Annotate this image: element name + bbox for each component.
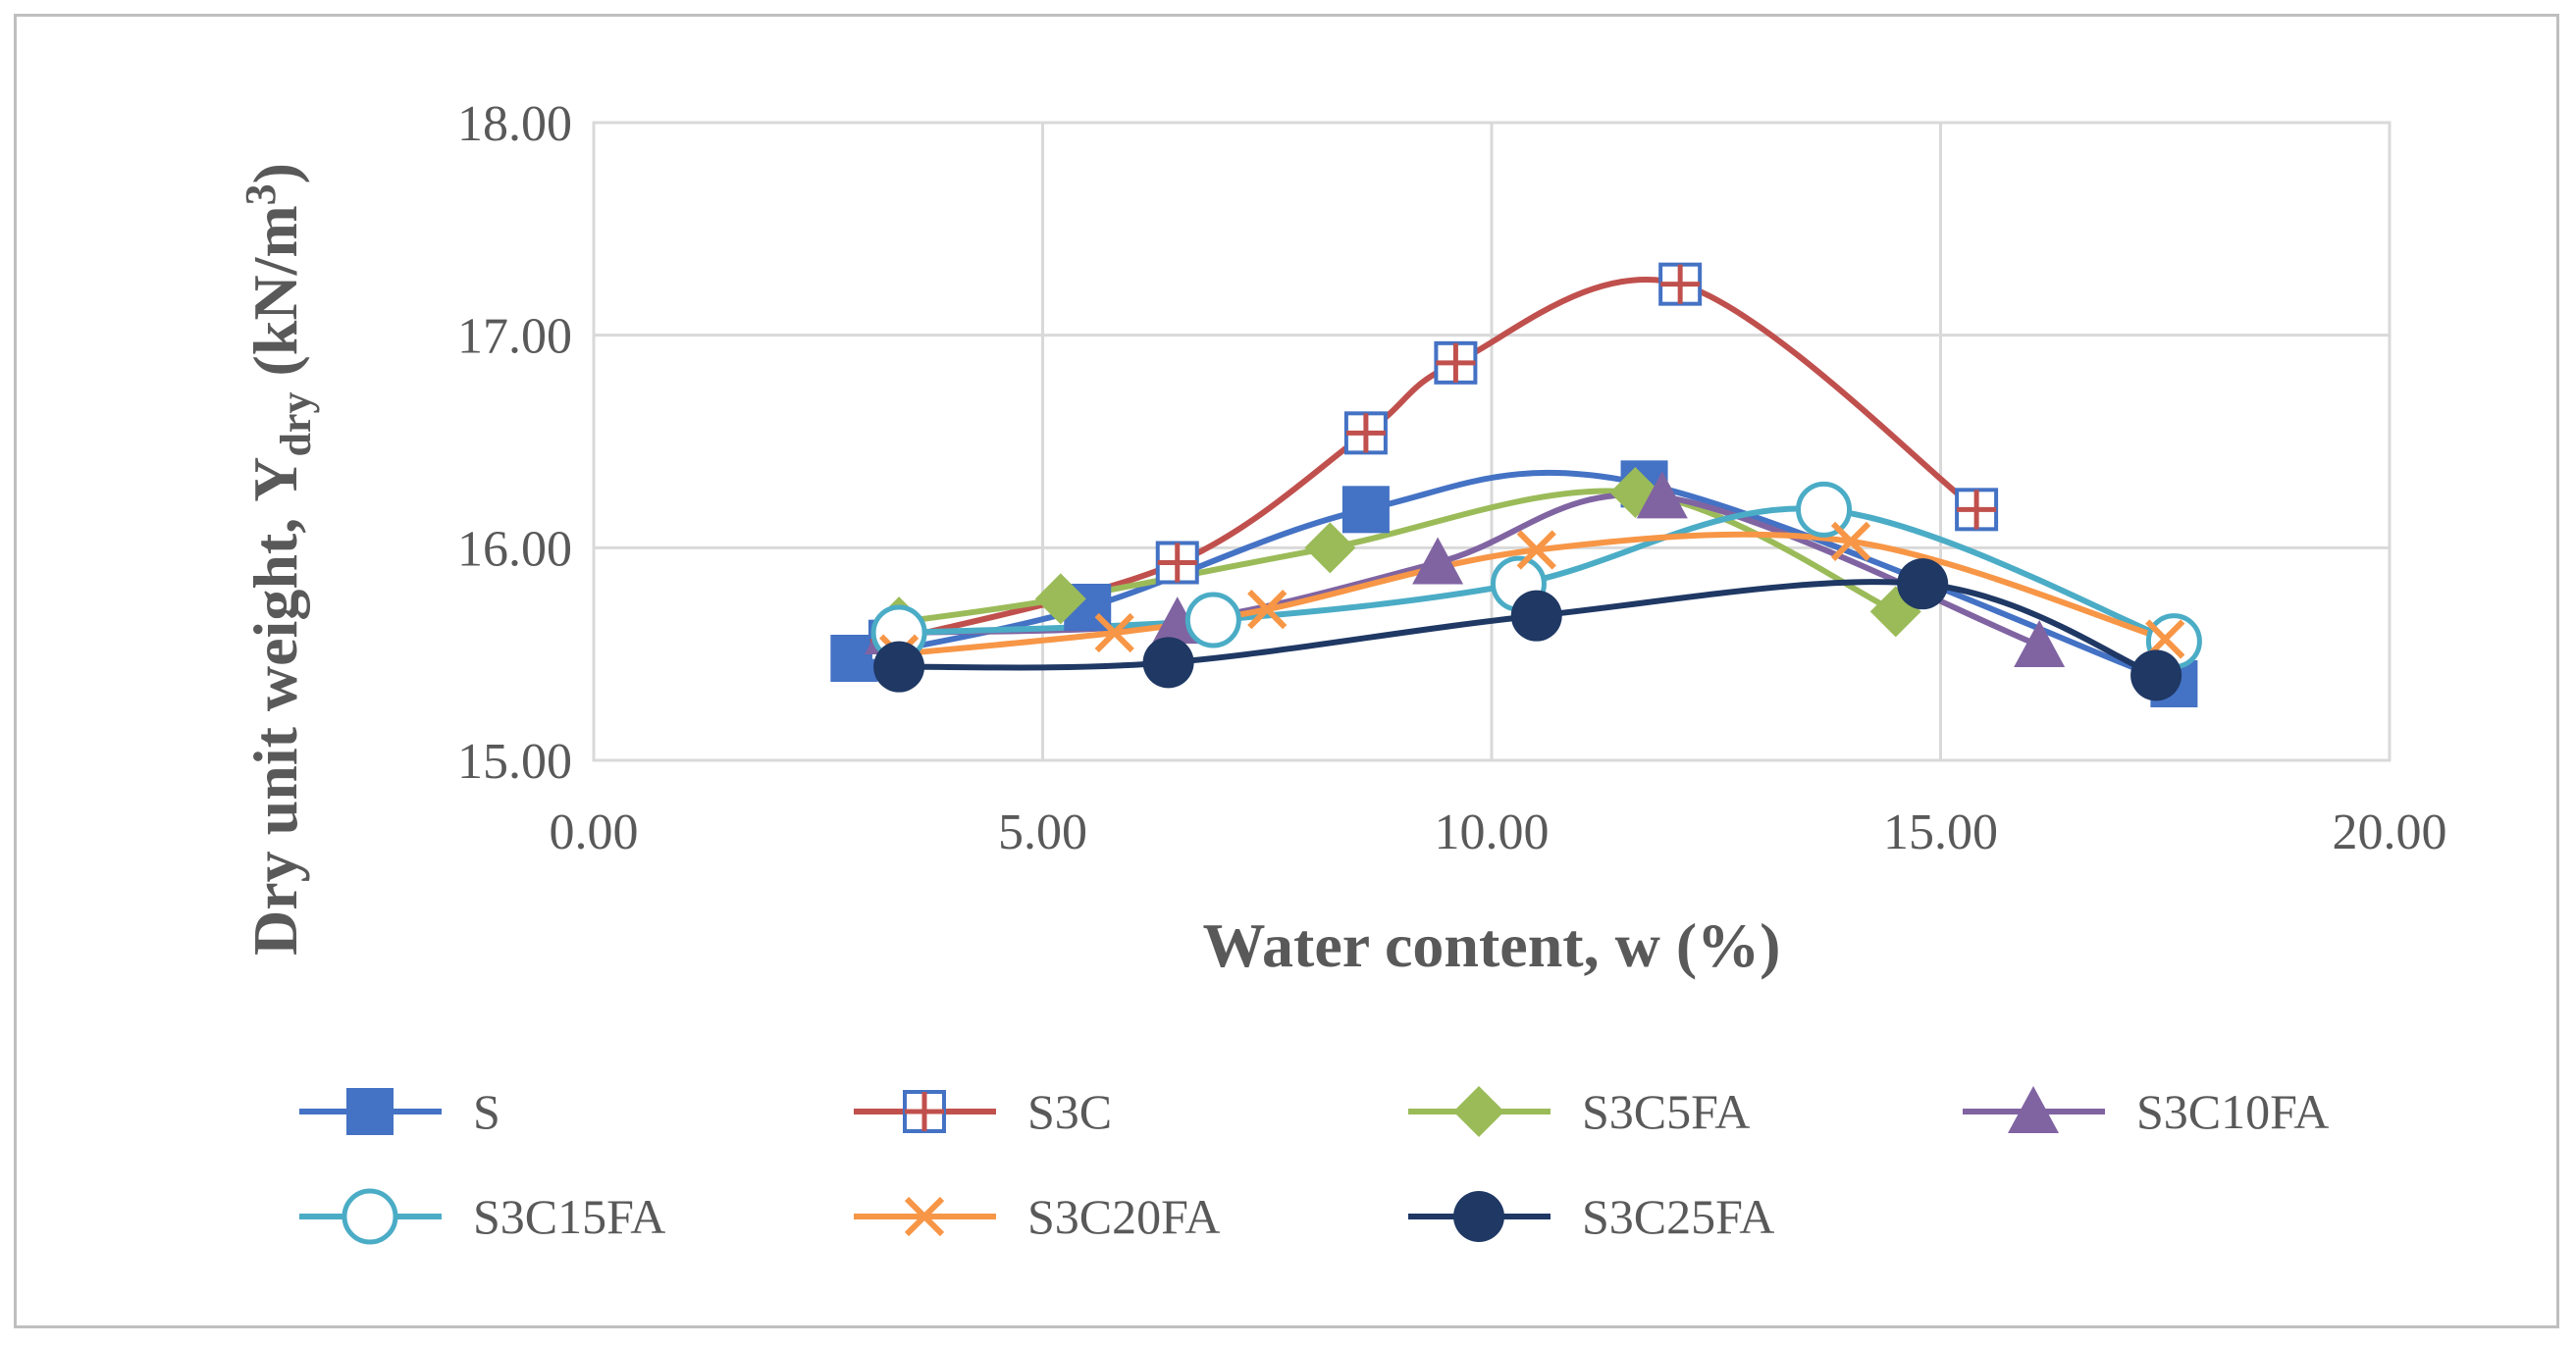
data-point-s3c15fa (1796, 481, 1853, 538)
series-line-s3c20fa (896, 531, 2169, 657)
data-point-s3c25fa (2130, 649, 2182, 701)
data-point-s3c (1343, 411, 1388, 455)
y-tick-labels: 15.00 16.00 17.00 18.00 (457, 96, 572, 790)
y-axis-title-units-close: ) (240, 163, 310, 183)
legend-label: S3C5FA (1582, 1084, 1750, 1139)
legend-label: S3C (1027, 1084, 1112, 1139)
y-tick-label: 17.00 (457, 309, 572, 365)
x-tick-labels: 0.00 5.00 10.00 15.00 20.00 (550, 804, 2447, 860)
legend-marker-s3c10fa (2008, 1086, 2059, 1133)
legend-item-s3c10fa: S3C10FA (1963, 1084, 2329, 1139)
y-axis-title-units: (kN/m (240, 205, 310, 391)
data-point-s3c (1434, 340, 1478, 385)
y-axis-title-prefix: Dry unit weight, (240, 502, 310, 956)
data-point-s3c25fa (873, 641, 925, 693)
x-axis-title: Water content, w (%) (1203, 910, 1781, 980)
data-point-s3c5fa (1034, 573, 1086, 625)
data-point-s3c20fa (1516, 530, 1556, 570)
y-tick-label: 16.00 (457, 521, 572, 577)
legend-marker-s3c (903, 1090, 946, 1133)
data-point-s3c5fa (1304, 522, 1356, 574)
data-point-s3c20fa (1830, 521, 1871, 561)
y-tick-label: 15.00 (457, 734, 572, 790)
legend-marker-s (346, 1088, 394, 1135)
legend-label: S3C15FA (473, 1189, 665, 1244)
legend-label: S3C25FA (1582, 1189, 1774, 1244)
legend-item-s3c5fa: S3C5FA (1408, 1084, 1750, 1139)
legend-label: S3C20FA (1027, 1189, 1220, 1244)
data-point-s3c (1658, 262, 1703, 306)
x-tick-label: 0.00 (550, 804, 639, 860)
legend-label: S3C10FA (2136, 1084, 2329, 1139)
series-line-s3c5fa (896, 488, 1899, 626)
data-point-s3c20fa (1247, 590, 1288, 630)
data-point-s3c (1955, 488, 1999, 532)
legend: S S3C S3C5FA S3C10FA S3C15FA S3C20FA S3C25FA (299, 1084, 2329, 1245)
y-tick-label: 18.00 (457, 96, 572, 152)
x-tick-label: 10.00 (1435, 804, 1550, 860)
x-tick-label: 15.00 (1883, 804, 1998, 860)
series-markers (830, 262, 2202, 707)
data-point-s3c10fa (2014, 620, 2066, 667)
legend-marker-s3c5fa (1453, 1086, 1504, 1137)
x-tick-label: 20.00 (2333, 804, 2447, 860)
data-point-s3c10fa (1636, 471, 1688, 519)
legend-item-s: S (299, 1084, 500, 1139)
x-tick-label: 5.00 (998, 804, 1087, 860)
y-axis-title-symbol: Υ (240, 457, 310, 502)
data-point-s3c10fa (1412, 537, 1464, 585)
series-line-s3c (886, 276, 1980, 645)
legend-item-s3c: S3C (854, 1084, 1112, 1139)
data-point-s3c25fa (1510, 590, 1562, 642)
plot-area (592, 121, 2392, 762)
y-axis-title: Dry unit weight, Υdry (kN/m3) (237, 163, 320, 956)
legend-marker-s3c20fa (904, 1196, 945, 1237)
legend-marker-s3c15fa (342, 1188, 398, 1245)
data-point-s3c25fa (1897, 558, 1949, 610)
legend-item-s3c25fa: S3C25FA (1408, 1189, 1774, 1244)
y-axis-title-subscript: dry (272, 392, 320, 457)
legend-item-s3c20fa: S3C20FA (854, 1189, 1220, 1244)
data-point-s3c20fa (1094, 612, 1134, 653)
data-point-s (1341, 486, 1390, 534)
legend-item-s3c15fa: S3C15FA (299, 1188, 665, 1245)
data-point-s3c (1155, 541, 1199, 585)
data-point-s3c15fa (1184, 592, 1241, 648)
data-point-s3c25fa (1142, 637, 1194, 689)
y-axis-title-superscript: 3 (237, 183, 285, 205)
legend-marker-s3c25fa (1453, 1191, 1504, 1242)
legend-label: S (473, 1084, 500, 1139)
